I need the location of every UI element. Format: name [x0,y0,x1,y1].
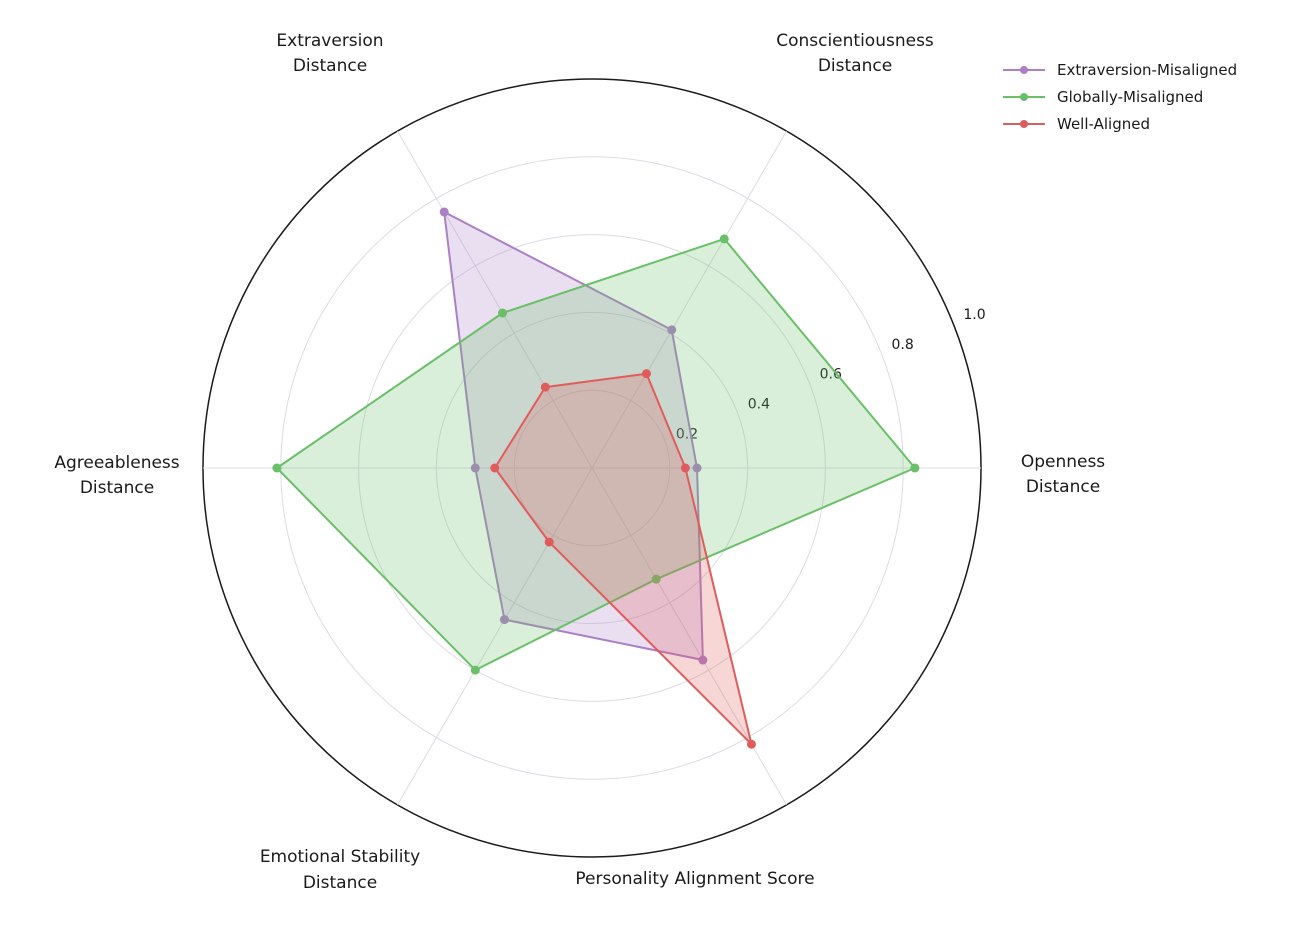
data-point-well-aligned-openness [680,463,690,473]
data-point-well-aligned-extraversion [540,382,550,392]
radial-tick-label: 0.8 [892,337,914,353]
data-point-globally-misaligned-agreeableness [272,463,282,473]
axis-label-extraversion: Distance [293,56,367,76]
legend-item-extraversion-misaligned: Extraversion-Misaligned [1003,60,1237,80]
axis-label-personality-alignment: Personality Alignment Score [575,869,814,889]
axis-label-emotional-stability: Emotional Stability [260,847,420,867]
legend-dot-icon [1020,93,1028,101]
data-point-extraversion-misaligned-emotional-stability [499,615,509,625]
data-point-extraversion-misaligned-conscientiousness [667,325,677,335]
axis-label-agreeableness: Distance [80,478,154,498]
legend-item-well-aligned: Well-Aligned [1003,114,1237,134]
data-point-globally-misaligned-extraversion [498,308,508,318]
axis-label-openness: Openness [1021,452,1105,472]
axis-label-agreeableness: Agreeableness [54,453,179,473]
data-point-well-aligned-personality-alignment [746,739,756,749]
data-point-globally-misaligned-personality-alignment [651,574,661,584]
legend-item-globally-misaligned: Globally-Misaligned [1003,87,1237,107]
axis-label-openness: Distance [1026,477,1100,497]
axis-label-emotional-stability: Distance [303,873,377,893]
legend-dot-icon [1020,120,1028,128]
axis-spoke-extraversion [397,130,593,469]
legend-marker-icon [1003,66,1045,74]
radial-tick-label: 0.2 [676,426,698,442]
legend-label: Extraversion-Misaligned [1057,61,1238,79]
radial-tick-label: 1.0 [963,307,985,323]
data-point-extraversion-misaligned-agreeableness [470,463,480,473]
data-point-extraversion-misaligned-personality-alignment [698,655,708,665]
legend-dot-icon [1020,66,1028,74]
data-point-well-aligned-emotional-stability [544,537,554,547]
axis-label-extraversion: Extraversion [276,31,383,51]
data-point-globally-misaligned-emotional-stability [470,665,480,675]
data-point-globally-misaligned-conscientiousness [719,234,729,244]
axis-spoke-conscientiousness [591,130,787,469]
legend: Extraversion-Misaligned Globally-Misalign… [1003,60,1237,134]
radial-tick-label: 0.6 [820,367,842,383]
axis-label-conscientiousness: Conscientiousness [776,31,934,51]
legend-label: Well-Aligned [1057,115,1150,133]
axis-label-conscientiousness: Distance [818,56,892,76]
data-point-extraversion-misaligned-extraversion [439,207,449,217]
data-point-globally-misaligned-openness [910,463,920,473]
axis-spoke-emotional-stability [397,467,593,806]
legend-label: Globally-Misaligned [1057,88,1204,106]
legend-marker-icon [1003,120,1045,128]
data-point-well-aligned-agreeableness [490,463,500,473]
data-point-well-aligned-conscientiousness [641,369,651,379]
data-point-extraversion-misaligned-openness [692,463,702,473]
axis-spoke-personality-alignment [591,467,787,806]
radial-tick-label: 0.4 [748,396,770,412]
legend-marker-icon [1003,93,1045,101]
